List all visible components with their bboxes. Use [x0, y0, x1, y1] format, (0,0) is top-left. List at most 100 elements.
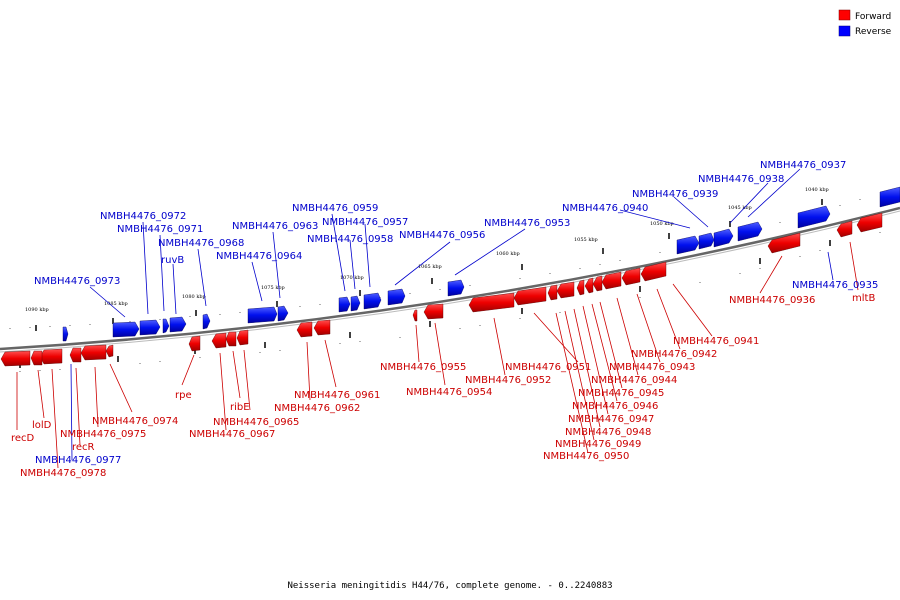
gene-arrow[interactable] [584, 277, 594, 294]
gene-label[interactable]: ribE [230, 402, 250, 413]
gene-arrow[interactable] [112, 321, 140, 338]
gene-label[interactable]: NMBH4476_0941 [673, 336, 759, 347]
gene-arrow[interactable] [202, 313, 211, 330]
gene-arrow[interactable] [737, 221, 763, 242]
gene-label[interactable]: recR [72, 442, 95, 453]
gene-arrow[interactable] [547, 284, 558, 301]
gene-arrow[interactable] [713, 228, 734, 248]
gene-label[interactable]: NMBH4476_0962 [274, 403, 360, 414]
gene-label[interactable]: NMBH4476_0978 [20, 468, 106, 479]
gene-arrow[interactable] [162, 318, 170, 334]
gene-label[interactable]: NMBH4476_0950 [543, 451, 629, 462]
gene-arrow[interactable] [856, 212, 883, 233]
gene-arrow[interactable] [188, 335, 201, 352]
gene-arrow[interactable] [277, 305, 289, 322]
major-ticks [19, 199, 831, 368]
gene-label[interactable]: NMBH4476_0975 [60, 429, 146, 440]
gene-arrow[interactable] [698, 232, 715, 250]
gene-label[interactable]: NMBH4476_0965 [213, 417, 299, 428]
gene-label[interactable]: NMBH4476_0937 [760, 160, 846, 171]
gene-arrow[interactable] [767, 232, 801, 254]
gene-arrow[interactable] [592, 275, 603, 292]
gene-label[interactable]: NMBH4476_0971 [117, 224, 203, 235]
gene-arrow[interactable] [556, 281, 575, 299]
gene-arrow[interactable] [0, 350, 31, 367]
gene-label[interactable]: NMBH4476_0944 [591, 375, 677, 386]
gene-label[interactable]: NMBH4476_0943 [609, 362, 695, 373]
gene-label[interactable]: NMBH4476_0942 [631, 349, 717, 360]
gene-label[interactable]: NMBH4476_0959 [292, 203, 378, 214]
gene-label[interactable]: NMBH4476_0954 [406, 387, 492, 398]
gene-label[interactable]: NMBH4476_0963 [232, 221, 318, 232]
gene-label[interactable]: NMBH4476_0946 [572, 401, 658, 412]
gene-arrow[interactable] [225, 331, 237, 347]
gene-label[interactable]: NMBH4476_0957 [322, 217, 408, 228]
gene-label[interactable]: mltB [852, 293, 875, 304]
genome-backbone [0, 206, 900, 351]
gene-arrow[interactable] [247, 306, 278, 324]
gene-label[interactable]: NMBH4476_0972 [100, 211, 186, 222]
gene-label[interactable]: NMBH4476_0964 [216, 251, 302, 262]
gene-arrow[interactable] [576, 279, 585, 296]
gene-arrow[interactable] [468, 292, 515, 313]
gene-label[interactable]: NMBH4476_0955 [380, 362, 466, 373]
gene-label[interactable]: NMBH4476_0968 [158, 238, 244, 249]
gene-label[interactable]: ruvB [161, 255, 184, 266]
gene-arrow[interactable] [676, 235, 700, 255]
gene-arrow[interactable] [105, 344, 114, 358]
gene-arrow[interactable] [412, 309, 418, 322]
gene-label[interactable]: NMBH4476_0938 [698, 174, 784, 185]
gene-label[interactable]: rpe [175, 390, 192, 401]
gene-arrow[interactable] [350, 295, 361, 312]
tick-label-1085: 1085 kbp [104, 301, 128, 307]
gene-label[interactable]: NMBH4476_0948 [565, 427, 651, 438]
genome-backbone-shadow [0, 210, 900, 353]
gene-label[interactable]: NMBH4476_0952 [465, 375, 551, 386]
gene-label[interactable]: NMBH4476_0949 [555, 439, 641, 450]
gene-arrow[interactable] [139, 319, 161, 336]
gene-arrow[interactable] [80, 344, 107, 361]
reverse-gene-labels: NMBH4476_0937 NMBH4476_0938 NMBH4476_093… [34, 160, 878, 466]
gene-arrow[interactable] [601, 271, 622, 290]
gene-arrow[interactable] [296, 321, 313, 338]
gene-label[interactable]: NMBH4476_0953 [484, 218, 570, 229]
gene-label[interactable]: recD [11, 433, 35, 444]
gene-label[interactable]: NMBH4476_0961 [294, 390, 380, 401]
tick-label-1070: 1070 kbp [340, 275, 364, 281]
gene-label[interactable]: lolD [32, 420, 52, 431]
gene-arrow[interactable] [836, 220, 853, 238]
gene-label[interactable]: NMBH4476_0973 [34, 276, 120, 287]
gene-arrow[interactable] [513, 286, 547, 306]
gene-label[interactable]: NMBH4476_0939 [632, 189, 718, 200]
gene-label[interactable]: NMBH4476_0974 [92, 416, 178, 427]
gene-arrow[interactable] [879, 186, 900, 208]
gene-label[interactable]: NMBH4476_0967 [189, 429, 275, 440]
gene-arrow[interactable] [423, 303, 444, 320]
gene-label[interactable]: NMBH4476_0977 [35, 455, 121, 466]
gene-arrow[interactable] [30, 350, 43, 366]
gene-arrow[interactable] [363, 292, 382, 310]
tick-label-1045: 1045 kbp [728, 205, 752, 211]
gene-arrow[interactable] [313, 319, 331, 336]
gene-arrow[interactable] [621, 267, 641, 286]
gene-label[interactable]: NMBH4476_0951 [505, 362, 591, 373]
gene-arrow[interactable] [39, 348, 63, 365]
gene-label[interactable]: NMBH4476_0958 [307, 234, 393, 245]
gene-arrow[interactable] [236, 329, 249, 346]
gene-label[interactable]: NMBH4476_0947 [568, 414, 654, 425]
gene-label[interactable]: NMBH4476_0956 [399, 230, 485, 241]
gene-label[interactable]: NMBH4476_0935 [792, 280, 878, 291]
gene-arrow[interactable] [447, 279, 465, 297]
gene-label[interactable]: NMBH4476_0940 [562, 203, 648, 214]
gene-arrow[interactable] [169, 316, 187, 333]
gene-label[interactable]: NMBH4476_0945 [578, 388, 664, 399]
gene-arrow[interactable] [640, 261, 667, 282]
gene-arrow[interactable] [387, 288, 406, 306]
gene-arrow[interactable] [62, 326, 69, 342]
gene-arrow[interactable] [797, 205, 831, 229]
gene-arrow[interactable] [69, 347, 82, 363]
gene-arrow[interactable] [338, 296, 351, 313]
tick-label-1055: 1055 kbp [574, 237, 598, 243]
gene-label[interactable]: NMBH4476_0936 [729, 295, 815, 306]
gene-arrow[interactable] [211, 332, 227, 349]
